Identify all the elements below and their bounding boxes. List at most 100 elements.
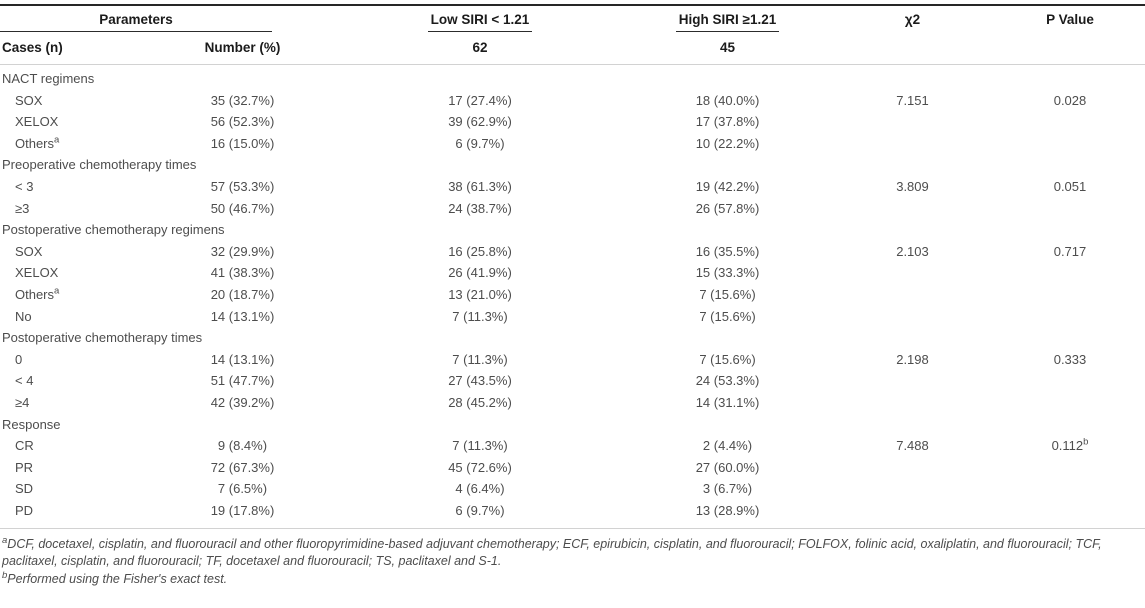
high-siri-cell: 10 (22.2%): [695, 135, 760, 151]
number-cell: 51 (47.7%): [210, 373, 275, 389]
low-siri-cell: 17 (27.4%): [448, 92, 512, 108]
chi2-cell: [830, 500, 995, 522]
pvalue-header-spacer: [995, 40, 1145, 55]
low-siri-count: 62: [472, 40, 488, 55]
high-siri-cell: 27 (60.0%): [695, 459, 760, 475]
low-siri-cell: 26 (41.9%): [448, 265, 512, 281]
pvalue-cell: 0.051: [995, 176, 1145, 198]
param-label-cell: Othersa: [0, 284, 150, 306]
param-label: < 3: [15, 178, 34, 194]
pvalue-column-header: P Value: [1046, 12, 1094, 27]
table-row: PR 72 (67.3%) 45 (72.6%) 27 (60.0%): [0, 457, 1145, 479]
pvalue-value: 0.051: [1053, 178, 1087, 194]
chi2-cell: [830, 284, 995, 306]
low-siri-cell: 45 (72.6%): [448, 459, 512, 475]
pvalue-cell: [995, 262, 1145, 284]
low-siri-cell: 7 (11.3%): [452, 438, 508, 454]
high-siri-cell: 17 (37.8%): [695, 114, 760, 130]
pvalue-cell: [995, 370, 1145, 392]
chi2-cell: [830, 133, 995, 155]
high-siri-cell: 7 (15.6%): [699, 308, 756, 324]
param-label-cell: CR: [0, 435, 150, 457]
chi2-cell: [830, 198, 995, 220]
high-siri-group-title: High SIRI ≥1.21: [675, 12, 780, 32]
footnote-b-text: Performed using the Fisher's exact test.: [7, 572, 228, 587]
chi2-cell: [830, 392, 995, 414]
param-label: ≥3: [15, 200, 30, 216]
pvalue-cell: [995, 478, 1145, 500]
statistics-table: Parameters Low SIRI < 1.21 High SIRI ≥1.…: [0, 4, 1145, 588]
high-siri-cell: 19 (42.2%): [695, 178, 760, 194]
table-row: SD 7 (6.5%) 4 (6.4%) 3 (6.7%): [0, 478, 1145, 500]
low-siri-cell: 39 (62.9%): [448, 114, 512, 130]
high-siri-group-header: High SIRI ≥1.21: [625, 12, 830, 32]
pvalue-value: 0.333: [1053, 351, 1087, 367]
section-row: Response: [0, 414, 1145, 436]
number-cell: 56 (52.3%): [210, 114, 275, 130]
number-cell: 41 (38.3%): [210, 265, 275, 281]
param-label: XELOX: [15, 265, 59, 281]
high-siri-cell: 18 (40.0%): [695, 92, 760, 108]
number-cell: 35 (32.7%): [210, 92, 275, 108]
chi2-cell: [830, 111, 995, 133]
section-label: Postoperative chemotherapy regimens: [2, 222, 225, 238]
number-cell: 42 (39.2%): [210, 394, 275, 410]
high-siri-cell: 2 (4.4%): [702, 438, 753, 454]
param-label: XELOX: [15, 114, 59, 130]
number-column-header: Number (%): [204, 40, 281, 55]
pvalue-cell: 0.717: [995, 241, 1145, 263]
low-siri-group-header: Low SIRI < 1.21: [335, 12, 625, 32]
footnote-a-marker: a: [2, 535, 8, 547]
param-label: SD: [15, 481, 34, 497]
table-row: XELOX 56 (52.3%) 39 (62.9%) 17 (37.8%): [0, 111, 1145, 133]
param-label: Others: [15, 286, 55, 302]
high-siri-cell: 24 (53.3%): [695, 373, 760, 389]
pvalue-value: 0.028: [1053, 92, 1087, 108]
header-body-divider: [0, 64, 1145, 65]
param-label-cell: ≥4: [0, 392, 150, 414]
pvalue-cell: [995, 392, 1145, 414]
table-row: SOX 32 (29.9%) 16 (25.8%) 16 (35.5%) 2.1…: [0, 241, 1145, 263]
param-label-cell: SD: [0, 478, 150, 500]
high-siri-cell: 14 (31.1%): [695, 394, 760, 410]
chi2-column-header: χ2: [904, 12, 921, 27]
high-siri-cell: 26 (57.8%): [695, 200, 760, 216]
chi2-header-spacer: [830, 40, 995, 55]
number-cell: 7 (6.5%): [217, 481, 268, 497]
high-siri-cell: 16 (35.5%): [695, 243, 760, 259]
param-label-cell: XELOX: [0, 111, 150, 133]
body-footnote-divider: [0, 528, 1145, 530]
param-label: PR: [15, 459, 34, 475]
number-cell: 20 (18.7%): [210, 286, 275, 302]
footnote-b: bPerformed using the Fisher's exact test…: [2, 571, 1141, 588]
table-row: < 3 57 (53.3%) 38 (61.3%) 19 (42.2%) 3.8…: [0, 176, 1145, 198]
pvalue-cell: [995, 306, 1145, 328]
cases-label: Cases (n): [2, 40, 63, 55]
table-row: Othersa 16 (15.0%) 6 (9.7%) 10 (22.2%): [0, 133, 1145, 155]
low-siri-group-title: Low SIRI < 1.21: [427, 12, 533, 32]
low-siri-cell: 6 (9.7%): [455, 502, 505, 518]
low-siri-cell: 24 (38.7%): [448, 200, 512, 216]
low-siri-cell: 6 (9.7%): [455, 135, 505, 151]
low-siri-cell: 38 (61.3%): [448, 178, 512, 194]
pvalue-cell: [995, 111, 1145, 133]
pvalue-cell: [995, 284, 1145, 306]
pvalue-cell: 0.112b: [995, 435, 1145, 457]
table-row: PD 19 (17.8%) 6 (9.7%) 13 (28.9%): [0, 500, 1145, 522]
chi2-cell: [830, 262, 995, 284]
number-cell: 9 (8.4%): [217, 438, 268, 454]
number-cell: 32 (29.9%): [210, 243, 275, 259]
pvalue-cell: [995, 198, 1145, 220]
footnote-a-text: DCF, docetaxel, cisplatin, and fluoroura…: [2, 537, 1102, 568]
chi2-cell: 7.151: [896, 92, 929, 108]
number-cell: 57 (53.3%): [210, 178, 275, 194]
pvalue-cell: 0.333: [995, 349, 1145, 371]
param-label-cell: Othersa: [0, 133, 150, 155]
chi2-cell: [830, 478, 995, 500]
pvalue-cell: [995, 133, 1145, 155]
number-cell: 72 (67.3%): [210, 459, 275, 475]
section-row: Postoperative chemotherapy regimens: [0, 219, 1145, 241]
parameters-group-title: Parameters: [0, 12, 272, 32]
section-row: Preoperative chemotherapy times: [0, 154, 1145, 176]
param-label-cell: SOX: [0, 90, 150, 112]
